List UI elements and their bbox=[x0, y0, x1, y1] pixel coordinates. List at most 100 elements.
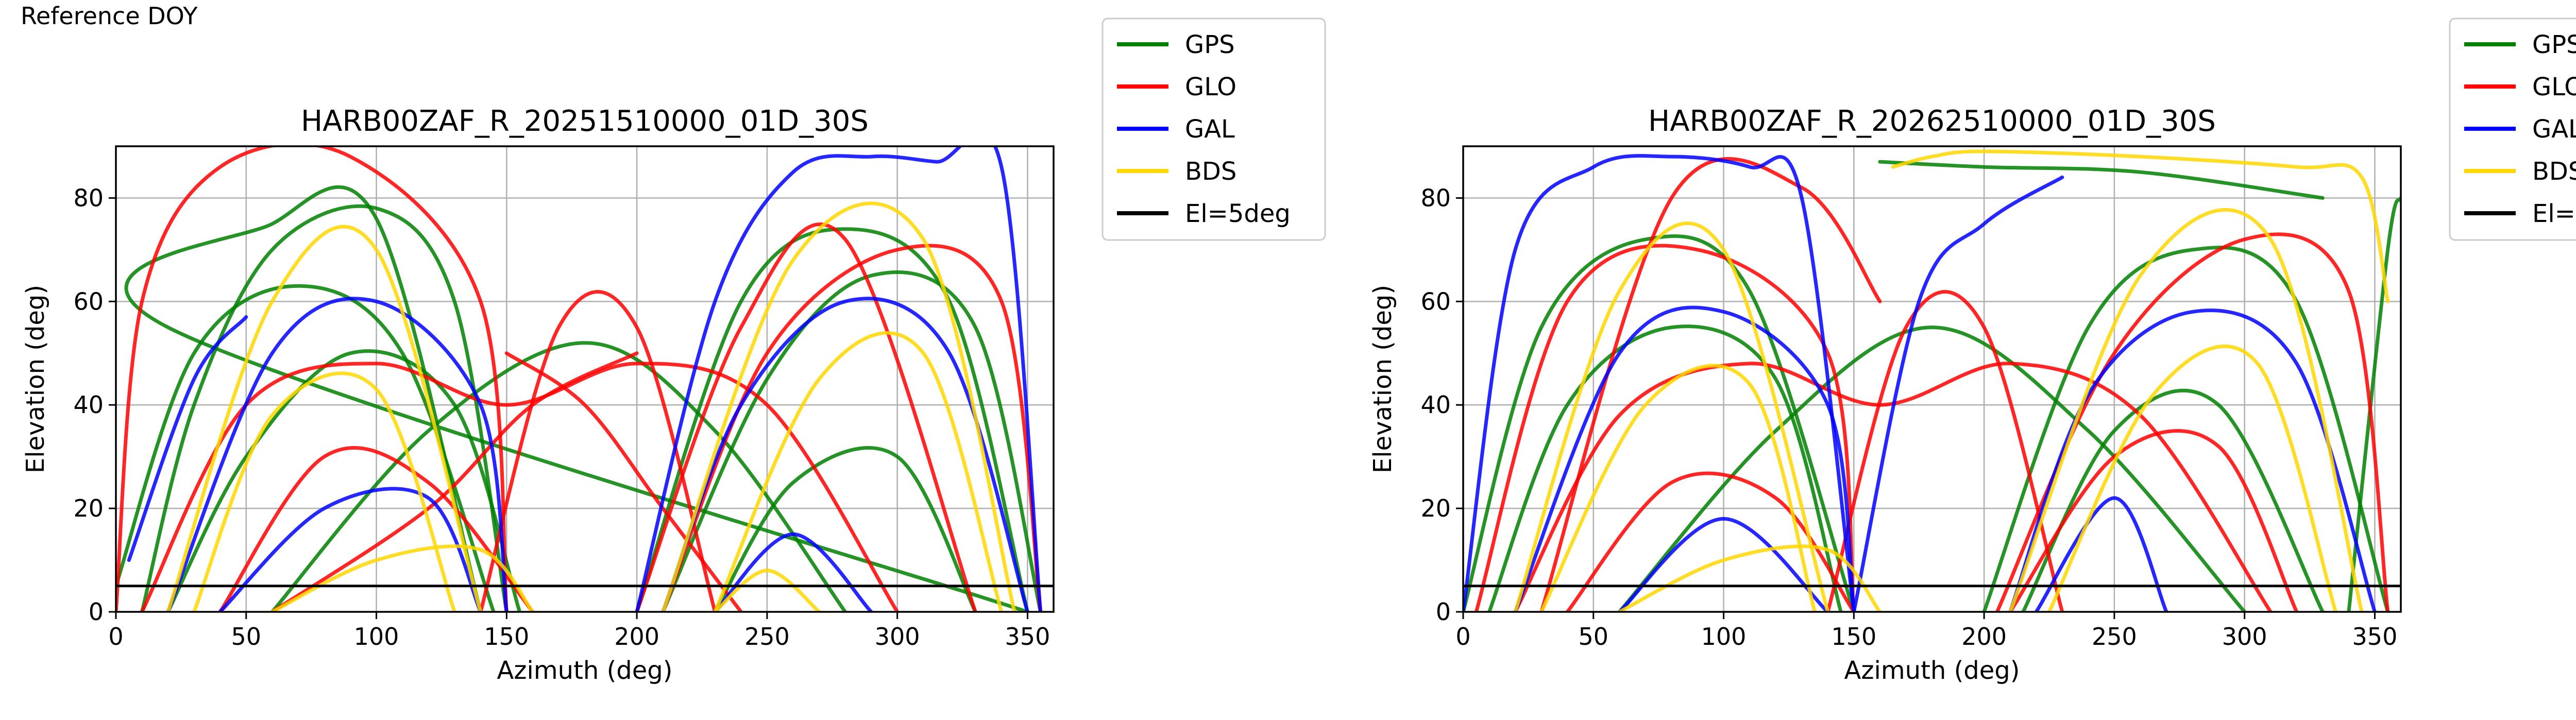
x-tick-label: 200 bbox=[614, 623, 659, 650]
series-bds-arc-0 bbox=[166, 225, 483, 612]
series-gps-arc-2 bbox=[166, 349, 522, 612]
chart-2026-skyplot: 0 50 100 150 200 250 300 350 0 20 40 60 80 HARB00ZAF_… bbox=[1368, 18, 2576, 685]
series-gal-arc-0 bbox=[1463, 153, 1856, 612]
y-tick-label: 40 bbox=[1420, 391, 1451, 419]
x-tick-label: 100 bbox=[1701, 623, 1747, 650]
series-gal-arc-5 bbox=[127, 315, 248, 562]
series-gps-arc-4 bbox=[1617, 325, 2247, 612]
series-bds-arc-3 bbox=[2047, 345, 2338, 612]
series-bds-arc-3 bbox=[713, 331, 1004, 612]
x-tick-label: 200 bbox=[1961, 623, 2007, 650]
reference-doy-label: Reference DOY bbox=[21, 2, 198, 30]
x-axis-label: Azimuth (deg) bbox=[1844, 656, 2020, 685]
legend-entry: GPS bbox=[1185, 30, 1235, 59]
series-gps-arc-4 bbox=[635, 227, 1029, 612]
series-bds-arc-1 bbox=[192, 371, 456, 612]
legend: GPS GLO GAL BDS El=5deg bbox=[1101, 18, 1326, 241]
x-tick-label: 100 bbox=[354, 623, 399, 650]
y-tick-label: 0 bbox=[89, 598, 104, 626]
series-glo-arc-4 bbox=[504, 351, 743, 612]
series-gal-arc-4 bbox=[713, 532, 873, 612]
series-gps-arc-5 bbox=[713, 446, 977, 612]
x-tick-label: 300 bbox=[2222, 623, 2267, 650]
series-gal-arc-5 bbox=[1852, 175, 2064, 612]
series-glo-arc-7 bbox=[270, 351, 639, 612]
x-tick-label: 0 bbox=[108, 623, 123, 650]
series-gal-arc-2 bbox=[2008, 308, 2377, 612]
series-gal-arc-0 bbox=[166, 297, 509, 612]
series-glo-arc-5 bbox=[218, 446, 535, 612]
y-tick-label: 40 bbox=[73, 391, 104, 419]
x-tick-label: 150 bbox=[484, 623, 529, 650]
series-glo-arc-4 bbox=[1565, 471, 1856, 612]
series-glo-arc-3 bbox=[661, 244, 1043, 612]
plot-frame bbox=[1462, 145, 2402, 613]
series-gal-arc-3 bbox=[218, 487, 483, 612]
series-glo-arc-1 bbox=[140, 362, 900, 612]
legend-entry: GAL bbox=[2532, 115, 2576, 144]
y-tick-label: 20 bbox=[1420, 494, 1451, 522]
series-gps-arc-3 bbox=[661, 270, 1043, 612]
series-glo-arc-3 bbox=[1995, 232, 2390, 612]
legend-entry: BDS bbox=[1185, 157, 1236, 186]
y-tick-label: 0 bbox=[1436, 598, 1451, 626]
chart-title: HARB00ZAF_R_20251510000_01D_30S bbox=[301, 105, 869, 138]
x-tick-label: 50 bbox=[231, 623, 262, 650]
series-bds-arc-1 bbox=[1539, 364, 1817, 612]
series-bds-arc-4 bbox=[1891, 149, 2390, 303]
series-glo-arc-2 bbox=[479, 290, 717, 612]
x-tick-label: 350 bbox=[2352, 623, 2398, 650]
y-axis-label: Elevation (deg) bbox=[1368, 285, 1397, 473]
series-bds-arc-4 bbox=[270, 544, 535, 612]
series-gps-arc-1 bbox=[1487, 324, 1843, 612]
series-glo-arc-6 bbox=[635, 222, 977, 612]
x-tick-label: 150 bbox=[1831, 623, 1876, 650]
x-tick-label: 50 bbox=[1579, 623, 1609, 650]
y-tick-label: 80 bbox=[73, 184, 104, 212]
legend-entry: GLO bbox=[1185, 73, 1236, 101]
y-tick-label: 20 bbox=[73, 494, 104, 522]
y-tick-label: 60 bbox=[73, 287, 104, 315]
series-glo-arc-0 bbox=[1474, 244, 1856, 612]
series-gal-arc-1 bbox=[1513, 305, 1856, 612]
series-gps-arc-2 bbox=[1982, 246, 2390, 612]
x-axis-label: Azimuth (deg) bbox=[497, 656, 673, 685]
legend-entry: GLO bbox=[2532, 73, 2576, 101]
series-gal-arc-2 bbox=[635, 146, 1043, 612]
series-gal-arc-4 bbox=[1617, 517, 1830, 612]
series-gps-arc-6 bbox=[1878, 160, 2325, 200]
x-tick-label: 0 bbox=[1455, 623, 1470, 650]
chart-2025-skyplot: 0 50 100 150 200 250 300 350 0 20 40 60 80 HARB00ZAF_… bbox=[21, 18, 1326, 685]
series-glo-arc-2 bbox=[1826, 290, 2064, 612]
series-gps-arc-3 bbox=[2021, 388, 2325, 612]
series-glo-arc-5 bbox=[2008, 429, 2299, 612]
x-tick-label: 350 bbox=[1005, 623, 1050, 650]
y-tick-label: 80 bbox=[1420, 184, 1451, 212]
x-tick-label: 250 bbox=[744, 623, 790, 650]
x-tick-label: 250 bbox=[2092, 623, 2137, 650]
x-tick-label: 300 bbox=[875, 623, 920, 650]
series-gps-arc-0 bbox=[1463, 234, 1856, 612]
legend-entry: GPS bbox=[2532, 30, 2576, 59]
series-gal-arc-3 bbox=[2034, 496, 2168, 612]
series-gps-arc-1 bbox=[124, 185, 1029, 612]
legend-entry: El=5deg bbox=[2532, 199, 2576, 228]
series-gal-arc-1 bbox=[661, 297, 1029, 612]
legend: GPS GLO GAL BDS El=5deg bbox=[2449, 18, 2576, 241]
chart-title: HARB00ZAF_R_20262510000_01D_30S bbox=[1648, 105, 2216, 138]
legend-entry: BDS bbox=[2532, 157, 2576, 186]
series-bds-arc-0 bbox=[1513, 221, 1830, 612]
series-glo-arc-6 bbox=[1539, 157, 1882, 612]
series-bds-arc-2 bbox=[661, 201, 1016, 612]
series-bds-arc-5 bbox=[713, 569, 821, 612]
y-tick-label: 60 bbox=[1420, 287, 1451, 315]
legend-box bbox=[1101, 18, 1326, 241]
series-gps-arc-7 bbox=[116, 284, 496, 612]
series-bds-arc-2 bbox=[2008, 208, 2364, 612]
plot-frame bbox=[115, 145, 1055, 613]
series-glo-arc-0 bbox=[116, 146, 509, 612]
legend-entry: El=5deg bbox=[1185, 199, 1291, 228]
y-axis-label: Elevation (deg) bbox=[21, 285, 50, 473]
series-bds-arc-5 bbox=[1617, 544, 1882, 612]
